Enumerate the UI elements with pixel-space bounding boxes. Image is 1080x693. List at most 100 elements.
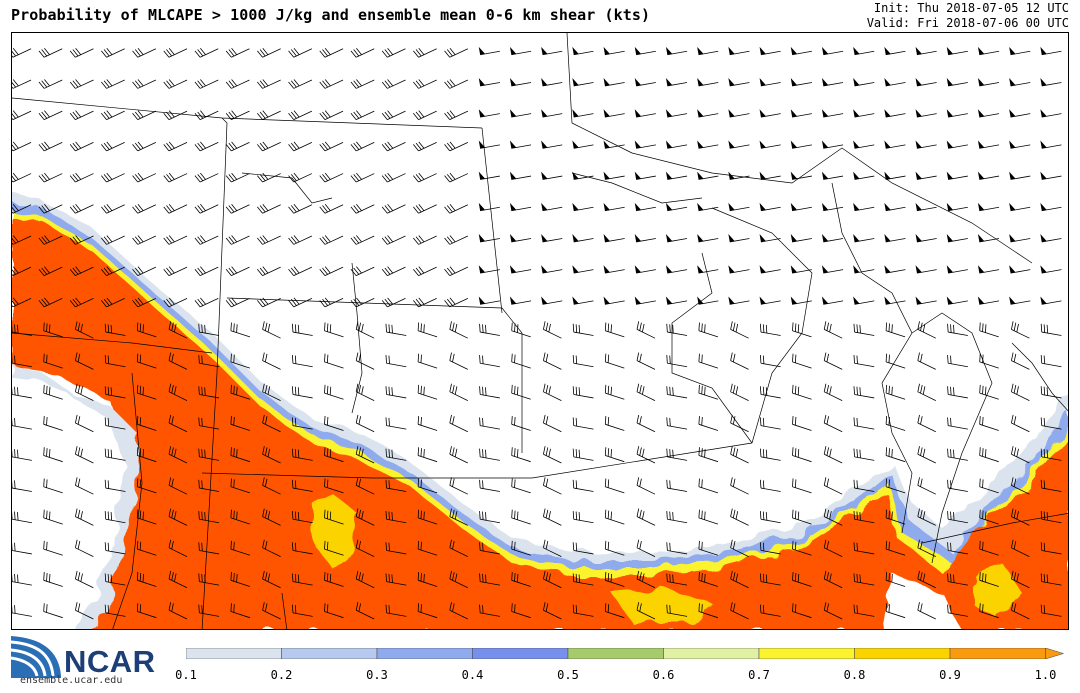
wind-barb: [915, 46, 937, 56]
wind-barb: [977, 46, 1000, 56]
colorbar-tick-label: 0.5: [557, 668, 579, 682]
wind-barb: [262, 383, 281, 401]
wind-barb: [75, 539, 94, 557]
wind-barb: [12, 604, 32, 617]
wind-barb: [12, 417, 32, 430]
wind-barb: [977, 78, 1000, 87]
wind-barb: [917, 508, 936, 526]
wind-barb: [198, 386, 220, 399]
colorbar-extend-arrow: [1045, 648, 1064, 659]
wind-barb: [636, 352, 656, 370]
wind-barb: [790, 78, 812, 87]
wind-barb: [43, 447, 63, 463]
wind-barb: [417, 572, 438, 587]
wind-barb: [792, 509, 812, 525]
wind-barb: [444, 266, 469, 276]
wind-barb: [634, 265, 656, 274]
wind-barb: [101, 110, 125, 120]
wind-barb: [697, 265, 719, 274]
wind-barb: [413, 79, 437, 89]
wind-barb: [915, 109, 937, 118]
border-line: [566, 33, 633, 154]
wind-barb: [355, 446, 375, 464]
wind-barb: [1011, 539, 1030, 557]
wind-barb: [104, 573, 126, 586]
logo-url[interactable]: ensemble.ucar.edu: [20, 675, 123, 686]
wind-barb: [478, 109, 500, 118]
wind-barb: [194, 110, 219, 120]
wind-barb: [511, 384, 531, 400]
wind-barb: [823, 508, 843, 526]
wind-barb: [853, 46, 875, 56]
wind-barb: [381, 172, 406, 183]
wind-barb: [257, 235, 281, 245]
wind-barb: [885, 322, 906, 338]
wind-barb: [168, 602, 188, 620]
wind-barb: [350, 266, 375, 276]
wind-barb: [728, 171, 750, 180]
wind-barb: [511, 509, 531, 525]
wind-barb: [509, 234, 532, 243]
wind-barb: [69, 297, 94, 308]
wind-barb: [543, 602, 562, 620]
wind-barb: [698, 478, 719, 494]
wind-barb: [759, 140, 781, 149]
border-line: [671, 252, 753, 444]
wind-barb: [977, 202, 1000, 212]
wind-barb: [291, 604, 313, 617]
wind-barb: [257, 110, 281, 120]
wind-barb: [1040, 604, 1062, 617]
border-line: [921, 512, 1068, 544]
wind-barb: [730, 352, 749, 370]
wind-barb: [1009, 234, 1031, 243]
wind-barb: [730, 321, 749, 339]
wind-barb: [915, 234, 937, 243]
wind-barb: [1009, 109, 1031, 118]
wind-barb: [979, 322, 999, 338]
wind-barb: [288, 172, 313, 183]
wind-barb: [790, 46, 812, 56]
wind-barb: [38, 172, 63, 183]
wind-barb: [478, 171, 500, 180]
wind-barb: [728, 265, 750, 274]
wind-barb: [1040, 46, 1062, 56]
wind-barb: [759, 417, 781, 430]
wind-barb: [979, 447, 999, 463]
wind-barb: [604, 509, 625, 525]
wind-barb: [853, 202, 875, 212]
wind-barb: [230, 572, 251, 587]
wind-barb: [853, 140, 875, 149]
wind-barb: [385, 511, 407, 524]
wind-barb: [413, 110, 437, 120]
wind-barb: [917, 539, 936, 557]
wind-barb: [666, 479, 688, 492]
wind-barb: [230, 540, 251, 556]
wind-barb: [792, 322, 812, 338]
wind-barb: [168, 508, 188, 526]
wind-barb: [885, 572, 906, 587]
wind-barb: [572, 511, 594, 524]
wind-barb: [385, 542, 407, 555]
wind-barb: [1011, 446, 1030, 464]
wind-barb: [790, 296, 812, 305]
colorbar-tick-label: 0.3: [366, 668, 388, 682]
wind-barb: [511, 416, 531, 431]
colorbar-segment: [376, 648, 473, 659]
colorbar-tick-label: 0.2: [270, 668, 293, 682]
wind-barb: [43, 322, 63, 338]
wind-barb: [634, 171, 656, 180]
wind-barb: [634, 109, 656, 118]
wind-barb: [792, 572, 812, 587]
wind-barb: [543, 570, 562, 589]
wind-barb: [355, 383, 375, 401]
wind-barb: [946, 109, 968, 118]
wind-barb: [413, 48, 437, 58]
wind-barb: [603, 109, 625, 118]
wind-barb: [479, 542, 500, 555]
wind-barb: [917, 602, 936, 620]
wind-barb: [417, 322, 438, 338]
wind-barb: [792, 416, 812, 431]
wind-barb: [636, 508, 656, 526]
wind-barb: [979, 603, 999, 619]
wind-barb: [101, 297, 125, 308]
